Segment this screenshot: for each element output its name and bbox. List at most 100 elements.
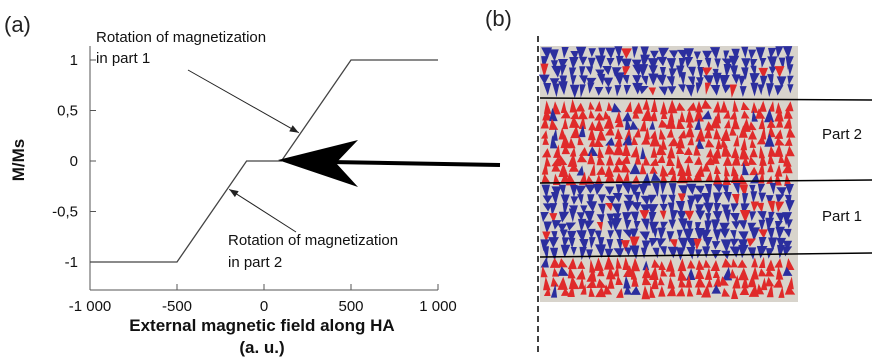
magnetization-arrow	[782, 46, 793, 59]
magnetization-arrow	[712, 211, 723, 222]
magnetization-arrow	[667, 165, 676, 175]
magnetization-arrow	[622, 142, 631, 157]
magnetization-arrow	[594, 100, 603, 112]
magnetization-arrow	[550, 135, 558, 149]
magnetization-arrow	[623, 285, 632, 295]
magnetization-arrow	[659, 246, 667, 257]
magnetization-arrow	[606, 213, 615, 224]
magnetization-arrow	[596, 128, 607, 141]
magnetization-arrow	[642, 260, 650, 271]
magnetization-arrow	[747, 156, 757, 165]
magnetization-arrow	[558, 81, 568, 96]
magnetization-arrow	[568, 208, 577, 223]
magnetization-arrow	[640, 204, 651, 215]
magnetization-arrow	[570, 75, 577, 87]
annotation-arrow	[187, 69, 300, 134]
magnetization-arrow	[730, 169, 740, 183]
magnetization-arrow	[632, 82, 643, 95]
magnetization-arrow	[774, 172, 782, 186]
magnetization-arrow	[696, 285, 703, 295]
magnetization-arrow	[620, 58, 632, 71]
x-tick-label: -500	[162, 298, 192, 315]
magnetization-arrow	[678, 218, 688, 232]
magnetization-arrow	[677, 49, 688, 60]
magnetization-arrow	[713, 192, 723, 206]
magnetization-arrow	[595, 278, 607, 288]
magnetization-arrow	[596, 267, 605, 277]
magnetization-arrow	[675, 102, 686, 111]
x-tick-label: -1 000	[69, 298, 112, 315]
magnetization-arrow	[704, 57, 712, 70]
magnetization-arrow	[641, 266, 652, 279]
magnetization-arrow	[741, 58, 751, 70]
magnetization-arrow	[542, 195, 553, 204]
magnetization-arrow	[588, 237, 596, 249]
magnetization-arrow	[687, 135, 694, 146]
magnetization-arrow	[739, 285, 750, 296]
magnetization-arrow	[756, 202, 765, 213]
magnetization-arrow	[549, 257, 561, 268]
magnetization-arrow	[614, 118, 624, 128]
magnetization-arrow	[730, 203, 739, 213]
magnetization-arrow	[685, 273, 693, 288]
magnetization-arrow	[549, 203, 558, 217]
magnetization-arrow	[694, 267, 705, 279]
x-ticks: -1 000 -500 0 500 1 000	[69, 284, 457, 315]
magnetization-arrow	[647, 204, 659, 216]
magnetization-arrow	[549, 107, 558, 122]
magnetization-arrow	[701, 193, 711, 207]
magnetization-arrow	[758, 117, 766, 130]
magnetization-arrow	[621, 48, 632, 59]
magnetization-arrow	[739, 210, 751, 223]
annotation-part2-line1: Rotation of magnetization	[228, 232, 398, 249]
magnetization-arrow	[550, 191, 560, 205]
magnetization-arrow	[657, 276, 665, 286]
magnetization-arrow	[768, 100, 775, 112]
magnetization-arrow	[668, 137, 679, 147]
magnetization-arrow	[613, 72, 625, 86]
magnetization-arrow	[614, 85, 622, 97]
magnetization-arrow	[678, 84, 686, 93]
magnetization-arrow	[720, 239, 732, 253]
magnetization-arrow	[623, 200, 635, 213]
magnetization-arrow	[588, 121, 597, 131]
magnetization-arrow	[575, 102, 586, 112]
magnetization-arrow	[720, 128, 731, 141]
magnetization-arrow	[740, 110, 750, 119]
magnetization-arrow	[615, 287, 624, 298]
magnetization-arrow	[711, 284, 722, 294]
magnetization-arrow	[766, 119, 776, 128]
magnetization-arrow	[729, 268, 737, 279]
magnetization-arrow	[588, 48, 597, 58]
magnetization-arrow	[615, 55, 624, 67]
magnetization-arrow	[604, 171, 616, 184]
magnetization-arrow	[685, 183, 697, 195]
magnetization-arrow	[741, 162, 749, 176]
magnetization-arrow	[542, 231, 551, 242]
magnetization-arrow	[658, 128, 667, 140]
magnetization-arrow	[638, 64, 649, 78]
magnetization-arrow	[760, 58, 767, 68]
magnetization-arrow	[731, 258, 738, 268]
magnetization-arrow	[774, 85, 784, 96]
magnetization-arrow	[576, 230, 587, 243]
x-tick-label: 500	[338, 298, 363, 315]
magnetization-arrow	[782, 212, 793, 226]
magnetization-arrow	[549, 213, 558, 223]
magnetization-arrow	[757, 84, 764, 96]
magnetization-arrow	[596, 154, 606, 166]
magnetization-arrow	[758, 67, 769, 79]
magnetization-arrow	[587, 194, 595, 208]
magnetization-arrow	[676, 210, 687, 222]
magnetization-arrow	[623, 275, 631, 289]
magnetization-arrow	[738, 244, 749, 259]
magnetization-arrow	[687, 199, 694, 213]
magnetization-arrow	[695, 77, 704, 87]
magnetization-arrow	[705, 148, 714, 158]
magnetization-arrow	[775, 46, 784, 58]
magnetization-arrow	[667, 99, 678, 114]
magnetization-arrow	[666, 231, 675, 243]
magnetization-arrow	[648, 194, 657, 205]
magnetization-arrow	[594, 119, 605, 131]
magnetization-arrow	[557, 266, 569, 276]
